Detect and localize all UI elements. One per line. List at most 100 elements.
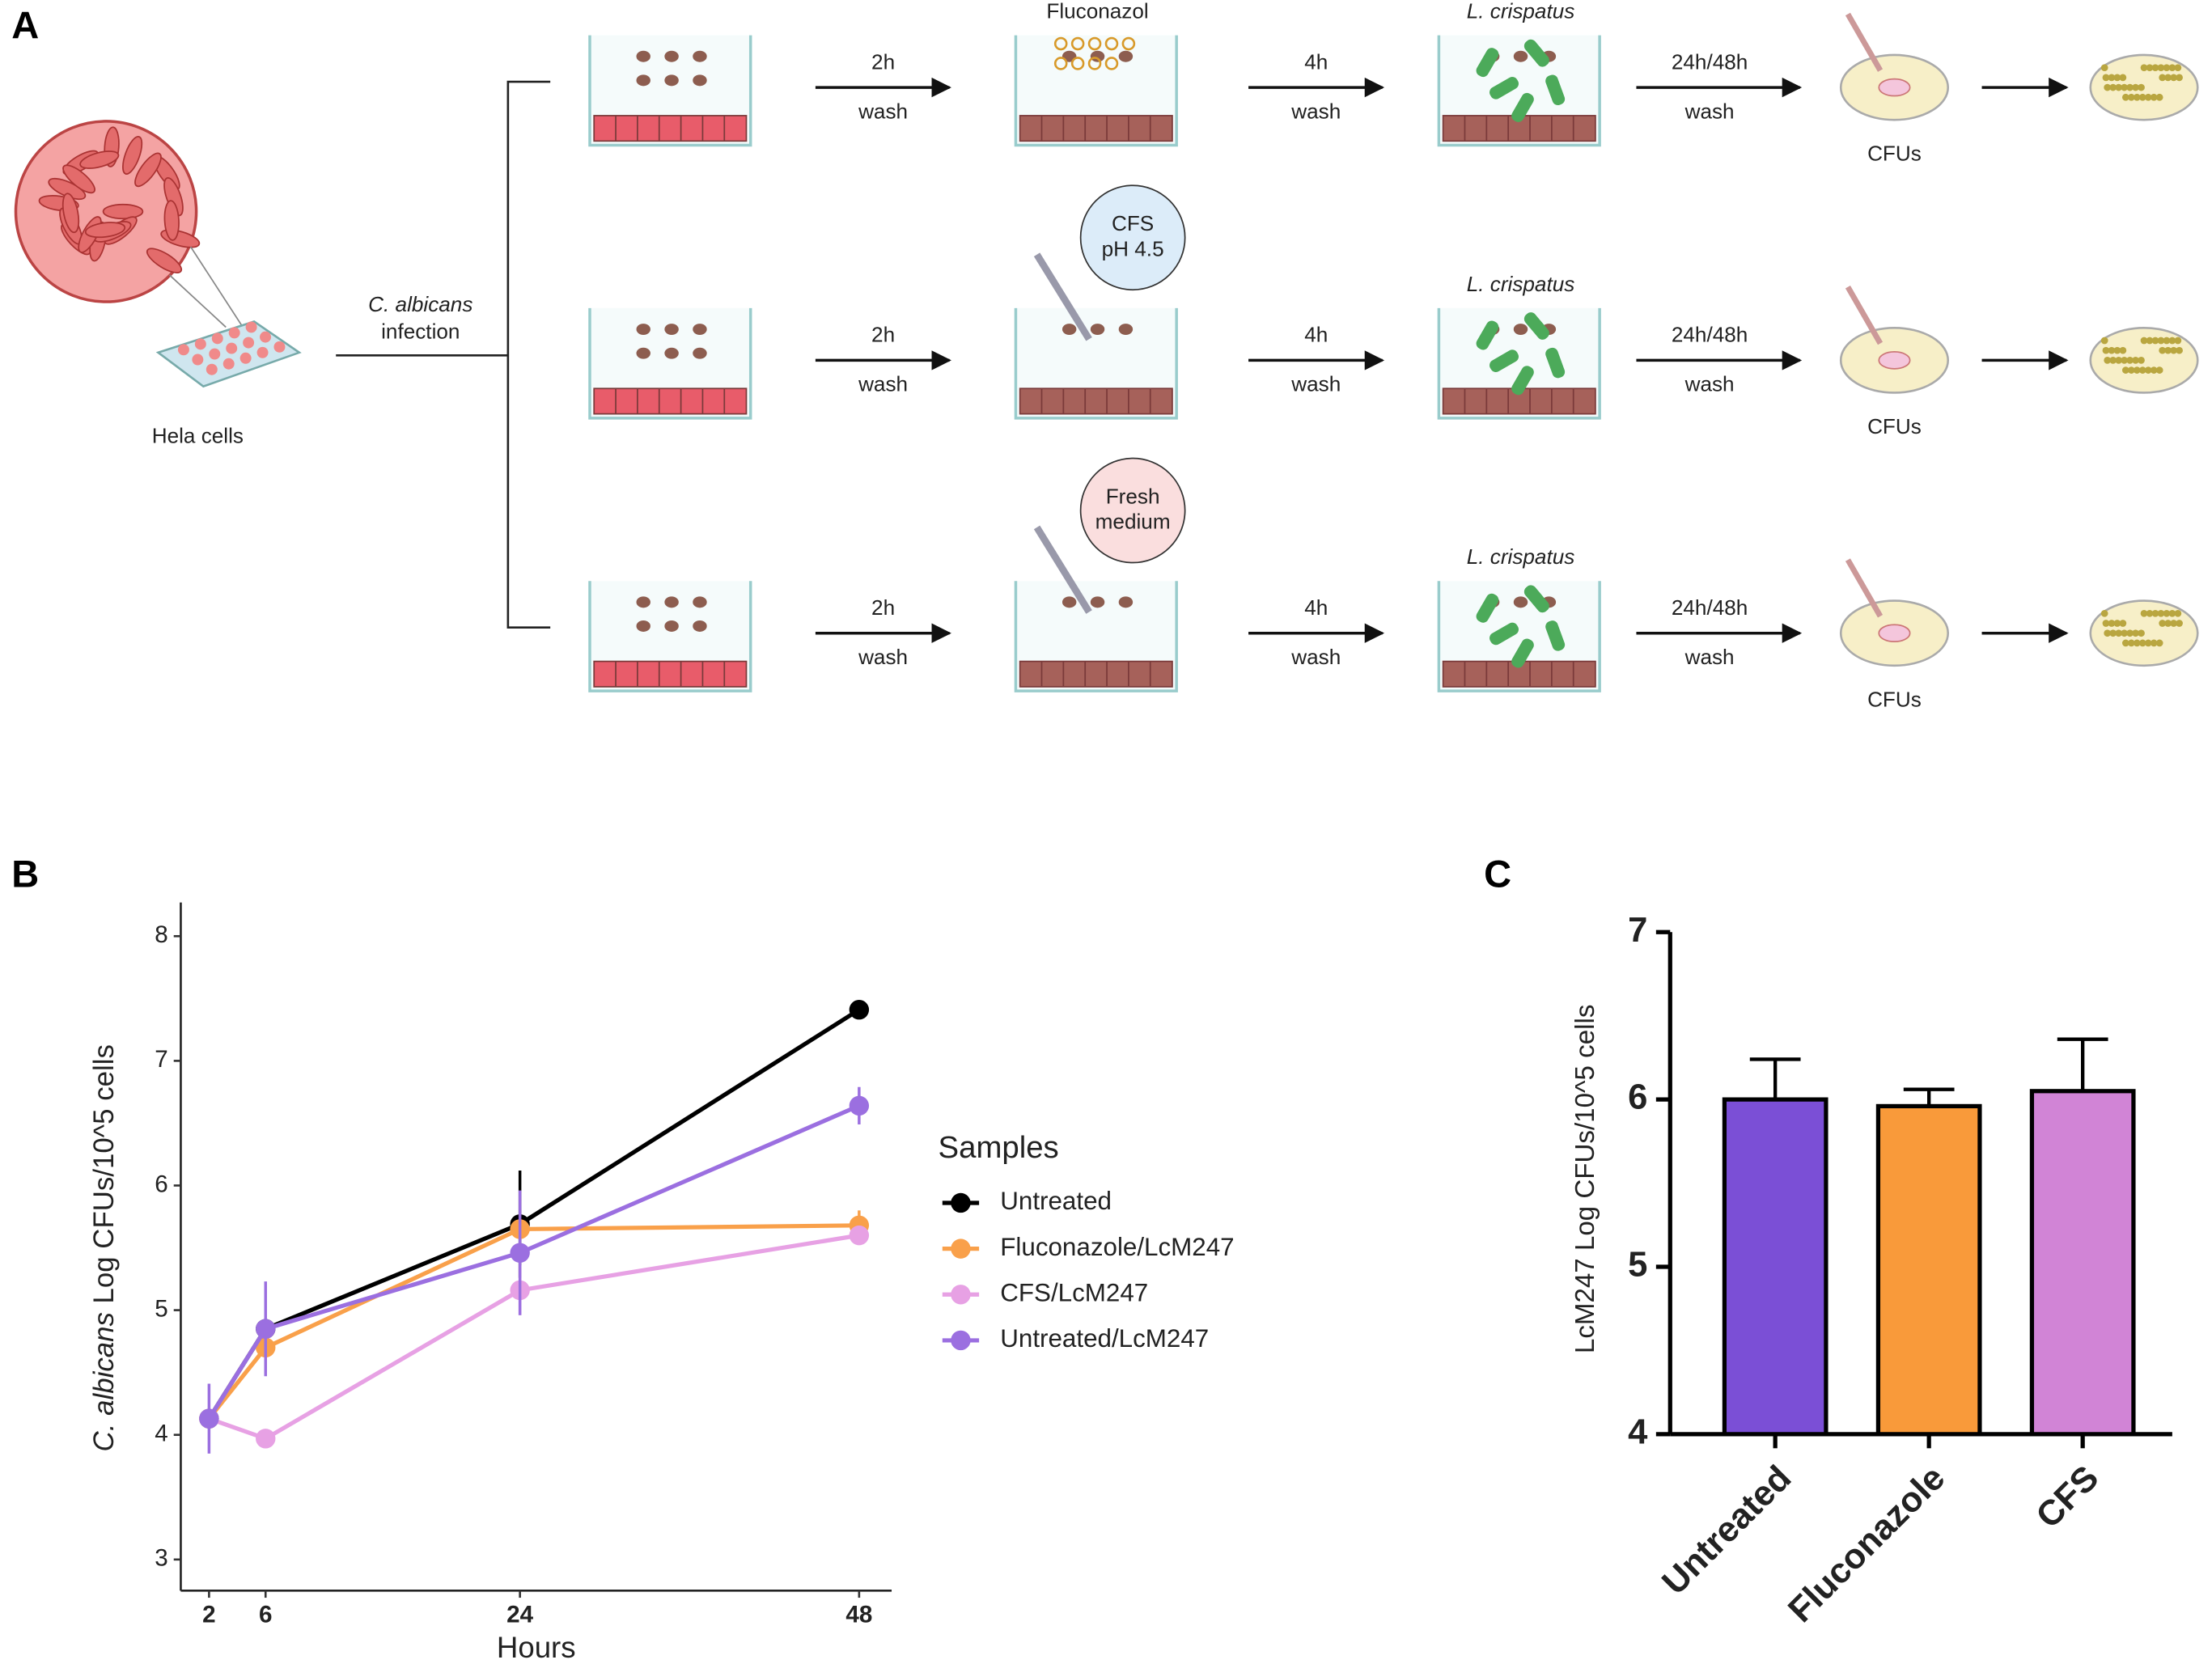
colony [2150, 93, 2158, 101]
bacterium [1511, 366, 1534, 396]
candida [1062, 596, 1077, 608]
cell [61, 193, 80, 234]
plate-well [260, 331, 272, 343]
colony [2121, 93, 2129, 101]
y-axis-label-species: C. albicans [88, 1312, 120, 1451]
colony [2138, 93, 2146, 101]
drug-molecule [1070, 36, 1085, 51]
step-action: wash [1290, 372, 1341, 396]
plate-well [239, 352, 252, 364]
legend-swatch [951, 1192, 971, 1213]
colony [2144, 93, 2152, 101]
y-axis-label-text: Log CFUs/10^5 cells [88, 1044, 120, 1304]
plate-well [177, 344, 189, 356]
cell [122, 136, 143, 176]
colony [2108, 620, 2116, 627]
step-action: wash [858, 645, 908, 669]
colony [2164, 74, 2172, 82]
colony [2163, 337, 2171, 345]
bacterium [1523, 39, 1549, 67]
data-point [510, 1243, 530, 1263]
colony [2168, 609, 2176, 617]
x-tick-label: Fluconazole [1781, 1459, 1952, 1630]
colony [2113, 346, 2121, 354]
cell-layer [1019, 387, 1173, 415]
y-tick-label: 7 [1628, 911, 1647, 950]
infection-label: C. albicans [368, 292, 472, 316]
colony [2121, 83, 2128, 91]
colony [2159, 74, 2167, 82]
data-point [849, 1225, 870, 1246]
y-axis-label: LcM247 Log CFUs/10^5 cells [1570, 1005, 1600, 1353]
pipette [1845, 286, 1884, 345]
colony [2146, 337, 2154, 345]
pipette [1033, 525, 1092, 614]
candida [1118, 324, 1134, 336]
colony [2108, 346, 2116, 354]
colony [2140, 609, 2148, 617]
readout-label: CFUs [1867, 142, 1922, 166]
treatment-bubble [1079, 184, 1186, 291]
colony [2115, 83, 2122, 91]
candida [693, 324, 707, 336]
bacterium [1523, 585, 1549, 613]
sample-drop [1878, 78, 1911, 97]
x-tick-label: Untreated [1655, 1459, 1799, 1603]
drug-molecule [1104, 57, 1119, 70]
colony [2126, 83, 2134, 91]
colony [2113, 74, 2121, 82]
treatment-label: Fluconazol [1046, 0, 1148, 23]
bacterium [1523, 312, 1549, 340]
cell [146, 248, 183, 273]
cell-layer [593, 387, 748, 415]
colony [2155, 639, 2163, 647]
probiotic-label: L. crispatus [1467, 0, 1575, 23]
data-point [849, 1095, 870, 1116]
candida [636, 74, 650, 87]
colony [2133, 93, 2141, 101]
colony [2115, 357, 2122, 364]
data-point [199, 1408, 219, 1429]
colony [2119, 620, 2127, 627]
legend-label: Untreated/LcM247 [1000, 1324, 1209, 1353]
colony [2157, 337, 2165, 345]
cell-label: Hela cells [152, 423, 244, 447]
colony [2159, 346, 2167, 354]
readout-label: CFUs [1867, 414, 1922, 438]
colony [2133, 639, 2141, 647]
colony [2163, 64, 2171, 72]
colony [2174, 337, 2182, 345]
bacterium [1545, 620, 1566, 651]
colony [2176, 74, 2183, 82]
plate-well [222, 358, 235, 370]
colony [2102, 74, 2110, 82]
colony [2155, 366, 2163, 374]
colony [2170, 346, 2177, 354]
pipette [1845, 12, 1884, 72]
cell [163, 200, 180, 241]
colony [2100, 337, 2108, 345]
colony [2170, 620, 2177, 627]
bar [1875, 1103, 1982, 1437]
colony [2140, 64, 2148, 72]
step-time: 2h [871, 323, 895, 347]
y-tick-label: 5 [155, 1295, 167, 1322]
bacterium [1545, 74, 1566, 106]
candida [1090, 324, 1105, 336]
bacterium [1476, 48, 1499, 78]
cell [79, 150, 120, 169]
candida [636, 596, 650, 608]
colony [2100, 64, 2108, 72]
colony [2138, 357, 2145, 364]
colony [2126, 629, 2134, 637]
colony [2159, 620, 2167, 627]
treatment-label: pH 4.5 [1102, 236, 1164, 260]
y-tick-label: 4 [1628, 1412, 1647, 1451]
probiotic-label: L. crispatus [1467, 272, 1575, 296]
colony [2151, 64, 2159, 72]
colony [2164, 620, 2172, 627]
colony [2174, 64, 2182, 72]
candida [1513, 50, 1528, 62]
cell [134, 152, 162, 188]
